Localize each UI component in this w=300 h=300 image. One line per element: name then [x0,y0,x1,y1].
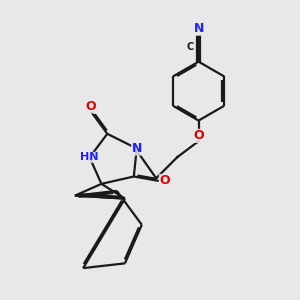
Text: N: N [194,22,204,35]
Text: O: O [86,100,96,113]
Text: N: N [132,142,142,155]
Text: C: C [187,42,194,52]
Text: O: O [193,129,204,142]
Text: HN: HN [80,152,98,162]
Text: O: O [159,174,170,188]
